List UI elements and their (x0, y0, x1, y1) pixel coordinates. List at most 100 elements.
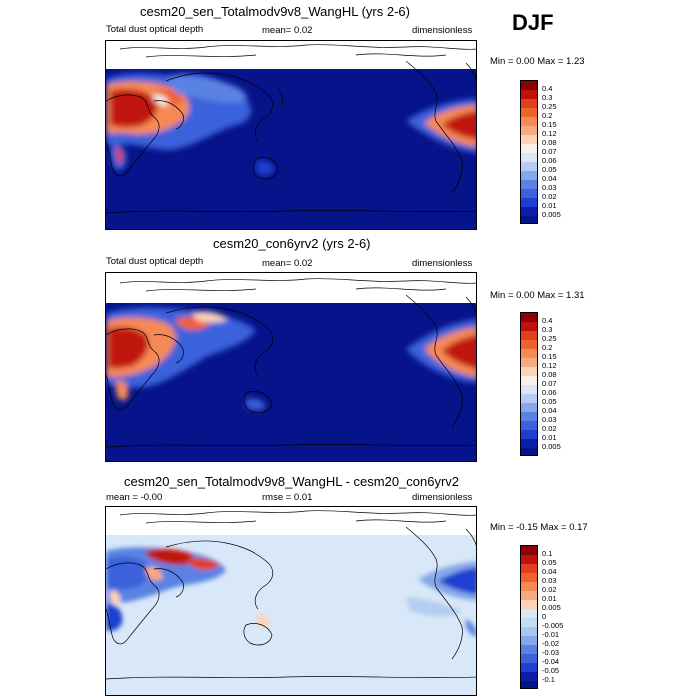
panel2-colorbar-swatch (521, 385, 537, 394)
panel3-colorbar-swatch (521, 555, 537, 564)
panel2-colorbar-label: 0.01 (542, 433, 557, 442)
panel1-colorbar-label: 0.05 (542, 165, 557, 174)
panel2-colorbar-label: 0.03 (542, 415, 557, 424)
panel2-colorbar-swatch (521, 349, 537, 358)
panel2-colorbar-label: 0.3 (542, 325, 553, 334)
panel3-colorbar-swatch (521, 600, 537, 609)
panel1-colorbar-label: 0.15 (542, 120, 557, 129)
panel3-colorbar-swatch (521, 636, 537, 645)
panel1-colorbar-swatch (521, 108, 537, 117)
panel3-rmse-label: rmse = 0.01 (262, 492, 313, 503)
panel2-field-label: Total dust optical depth (106, 256, 204, 267)
panel3-colorbar-label: -0.04 (542, 657, 560, 666)
panel3-colorbar-label: 0.02 (542, 585, 557, 594)
panel3-colorbar-swatch (521, 546, 537, 555)
panel2-colorbar-label: 0.4 (542, 316, 553, 325)
panel3-colorbar-label: -0.005 (542, 621, 564, 630)
panel1-colorbar-label: 0.25 (542, 102, 557, 111)
panel2-colorbar-swatch (521, 412, 537, 421)
panel3-colorbar-label: -0.02 (542, 639, 560, 648)
panel1-colorbar-label: 0.08 (542, 138, 557, 147)
panel3-colorbar-label: -0.05 (542, 666, 560, 675)
panel2-colorbar-label: 0.2 (542, 343, 553, 352)
panel3-colorbar-swatch (521, 654, 537, 663)
panel3-title: cesm20_sen_Totalmodv9v8_WangHL - cesm20_… (124, 474, 460, 489)
panel3-colorbar-label: 0 (542, 612, 547, 621)
panel1-colorbar-label: 0.03 (542, 183, 557, 192)
panel2-colorbar-label: 0.12 (542, 361, 557, 370)
panel2-colorbar (520, 312, 538, 456)
panel3-colorbar-swatch (521, 681, 537, 688)
panel2-colorbar-label: 0.25 (542, 334, 557, 343)
panel1-colorbar-swatch (521, 135, 537, 144)
panel1-colorbar-label: 0.04 (542, 174, 557, 183)
panel2-colorbar-swatch (521, 322, 537, 331)
panel1-colorbar-label: 0.02 (542, 192, 557, 201)
panel1-colorbar-swatch (521, 99, 537, 108)
panel2-colorbar-swatch (521, 340, 537, 349)
panel1-colorbar-swatch (521, 216, 537, 223)
panel2-colorbar-swatch (521, 394, 537, 403)
panel2-colorbar-swatch (521, 448, 537, 455)
panel1-colorbar-swatch (521, 153, 537, 162)
panel3-colorbar-label: 0.1 (542, 549, 553, 558)
panel3-colorbar-swatch (521, 645, 537, 654)
panel1-colorbar-swatch (521, 90, 537, 99)
panel3-mean-label: mean = -0.00 (106, 492, 163, 503)
panel1-minmax: Min = 0.00 Max = 1.23 (490, 56, 585, 67)
panel3-colorbar (520, 545, 538, 689)
panel3-colorbar-label: 0.05 (542, 558, 557, 567)
panel1-colorbar-swatch (521, 162, 537, 171)
panel2-units-label: dimensionless (412, 258, 473, 269)
panel3-colorbar-swatch (521, 609, 537, 618)
panel2-mean-label: mean= 0.02 (262, 258, 313, 269)
panel3-colorbar-swatch (521, 582, 537, 591)
panel3-colorbar-label: -0.01 (542, 630, 560, 639)
panel1-colorbar-swatch (521, 81, 537, 90)
panel3-colorbar-label: 0.005 (542, 603, 561, 612)
panel1-map-svg (106, 41, 476, 229)
panel2-colorbar-label: 0.05 (542, 397, 557, 406)
panel2-colorbar-swatch (521, 430, 537, 439)
panel3-map (105, 506, 477, 696)
panel2-colorbar-swatch (521, 367, 537, 376)
panel2-colorbar-swatch (521, 403, 537, 412)
panel2-map (105, 272, 477, 462)
panel3-colorbar-label: 0.04 (542, 567, 557, 576)
panel1-colorbar-label: 0.005 (542, 210, 561, 219)
panel1-mean-label: mean= 0.02 (262, 25, 313, 36)
panel1-title: cesm20_sen_Totalmodv9v8_WangHL (yrs 2-6) (140, 4, 410, 19)
panel1-colorbar (520, 80, 538, 224)
panel1-colorbar-label: 0.06 (542, 156, 557, 165)
panel1-colorbar-swatch (521, 189, 537, 198)
panel3-colorbar-swatch (521, 564, 537, 573)
panel2-colorbar-label: 0.02 (542, 424, 557, 433)
panel3-map-svg (106, 507, 476, 695)
panel1-colorbar-label: 0.12 (542, 129, 557, 138)
panel2-colorbar-label: 0.04 (542, 406, 557, 415)
panel1-colorbar-swatch (521, 198, 537, 207)
panel3-units-label: dimensionless (412, 492, 473, 503)
panel1-colorbar-label: 0.3 (542, 93, 553, 102)
panel3-colorbar-swatch (521, 627, 537, 636)
panel3-colorbar-label: -0.03 (542, 648, 560, 657)
panel2-colorbar-label: 0.07 (542, 379, 557, 388)
panel2-map-svg (106, 273, 476, 461)
panel1-colorbar-label: 0.2 (542, 111, 553, 120)
panel3-colorbar-label: -0.1 (542, 675, 555, 684)
panel2-colorbar-swatch (521, 313, 537, 322)
panel3-colorbar-swatch (521, 618, 537, 627)
panel1-field-label: Total dust optical depth (106, 24, 204, 35)
panel3-colorbar-swatch (521, 573, 537, 582)
panel2-colorbar-label: 0.06 (542, 388, 557, 397)
panel2-colorbar-swatch (521, 421, 537, 430)
panel2-colorbar-swatch (521, 331, 537, 340)
panel3-colorbar-label: 0.01 (542, 594, 557, 603)
panel2-colorbar-swatch (521, 376, 537, 385)
season-label: DJF (512, 10, 554, 35)
panel1-map (105, 40, 477, 230)
panel1-units-label: dimensionless (412, 25, 473, 36)
panel1-colorbar-label: 0.07 (542, 147, 557, 156)
panel3-colorbar-swatch (521, 663, 537, 672)
panel1-colorbar-label: 0.4 (542, 84, 553, 93)
